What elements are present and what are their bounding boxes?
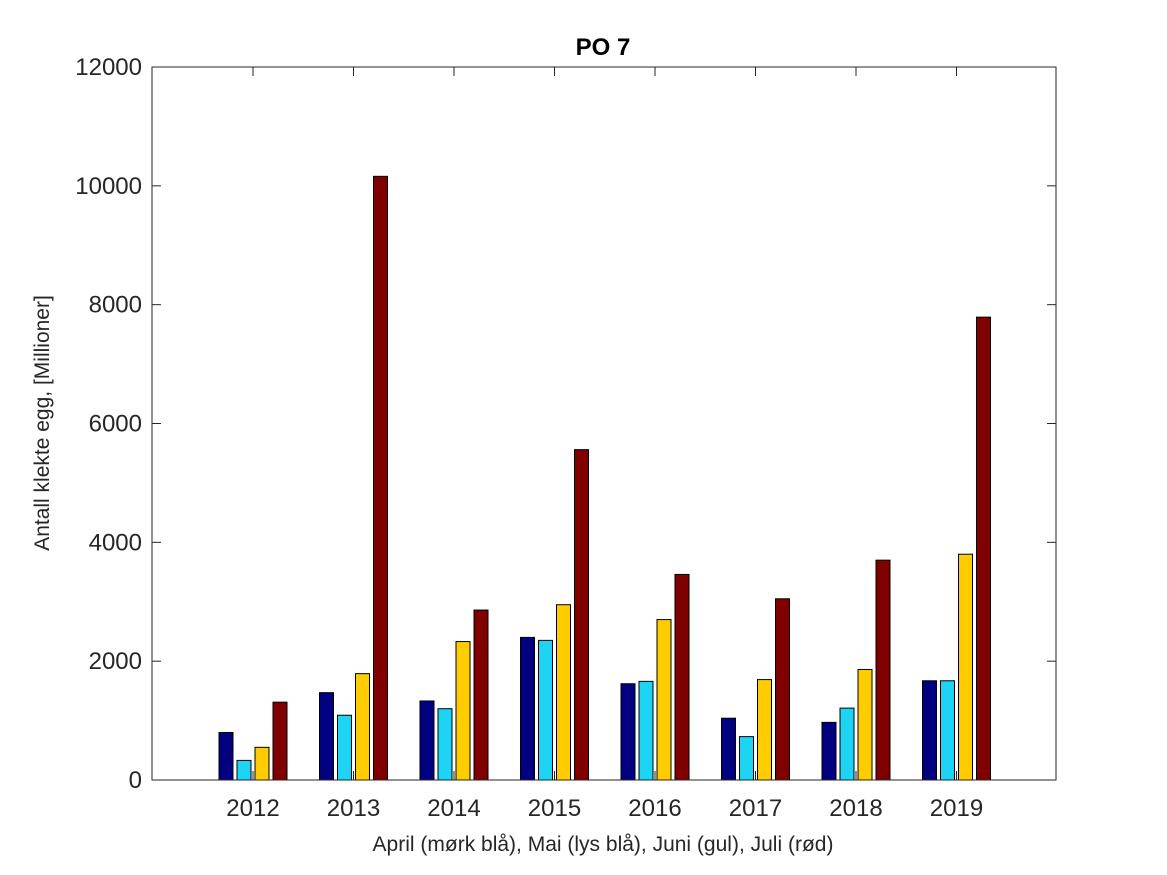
bar-2019-series-2 xyxy=(940,680,955,781)
bar-2012-series-3 xyxy=(254,746,270,781)
bar-2019-series-3 xyxy=(958,553,973,781)
y-axis-label: Antall klekte egg, [Millioner] xyxy=(31,295,54,551)
bar-2017-series-1 xyxy=(721,717,736,781)
bar-2013-series-4 xyxy=(373,175,388,781)
bar-2018-series-4 xyxy=(875,559,891,781)
chart-title: PO 7 xyxy=(576,34,631,61)
bar-2015-series-2 xyxy=(538,639,553,781)
bar-2016-series-1 xyxy=(620,683,636,781)
x-tick-label: 2013 xyxy=(327,795,380,822)
bar-2016-series-4 xyxy=(674,573,690,781)
x-tick-label: 2016 xyxy=(628,795,681,822)
bar-2012-series-2 xyxy=(236,759,252,781)
bar-2015-series-4 xyxy=(574,449,589,781)
bar-2014-series-2 xyxy=(437,708,453,781)
plot-area-frame xyxy=(151,66,1057,781)
y-tick-label: 2000 xyxy=(89,648,142,675)
x-tick-label: 2017 xyxy=(729,795,782,822)
y-tick-label: 8000 xyxy=(89,292,142,319)
y-tick-label: 10000 xyxy=(75,173,142,200)
bar-2012-series-4 xyxy=(272,701,288,781)
bar-2018-series-3 xyxy=(857,668,873,781)
bar-2019-series-4 xyxy=(976,316,991,781)
bar-2018-series-1 xyxy=(821,721,837,781)
bar-2013-series-1 xyxy=(319,692,334,781)
bar-2013-series-2 xyxy=(337,714,352,781)
bar-2015-series-1 xyxy=(520,636,535,781)
bar-2017-series-3 xyxy=(757,679,772,781)
bar-2013-series-3 xyxy=(355,673,370,781)
bar-2017-series-2 xyxy=(739,736,754,781)
bars-group xyxy=(218,175,991,781)
bar-2014-series-4 xyxy=(473,609,489,781)
x-tick-label: 2014 xyxy=(427,795,480,822)
y-tick-label: 0 xyxy=(129,767,142,794)
y-tick-label: 4000 xyxy=(89,529,142,556)
y-tick-label: 12000 xyxy=(75,54,142,81)
bar-2014-series-3 xyxy=(455,641,471,781)
bar-2016-series-3 xyxy=(656,619,672,781)
bar-2012-series-1 xyxy=(218,731,234,781)
x-tick-label: 2015 xyxy=(528,795,581,822)
x-tick-label: 2019 xyxy=(930,795,983,822)
bar-2016-series-2 xyxy=(638,680,654,781)
ticks-group: 0 2000 4000 6000 8000 10000 12000 2012 2013 2014 2… xyxy=(75,54,1056,822)
bar-2019-series-1 xyxy=(922,680,937,781)
x-axis-label: April (mørk blå), Mai (lys blå), Juni (g… xyxy=(373,833,834,856)
bar-2014-series-1 xyxy=(419,700,435,781)
x-tick-label: 2012 xyxy=(226,795,279,822)
bar-2017-series-4 xyxy=(775,598,790,781)
bar-2018-series-2 xyxy=(839,707,855,781)
x-tick-label: 2018 xyxy=(829,795,882,822)
bar-2015-series-3 xyxy=(556,604,571,781)
y-tick-label: 6000 xyxy=(89,411,142,438)
